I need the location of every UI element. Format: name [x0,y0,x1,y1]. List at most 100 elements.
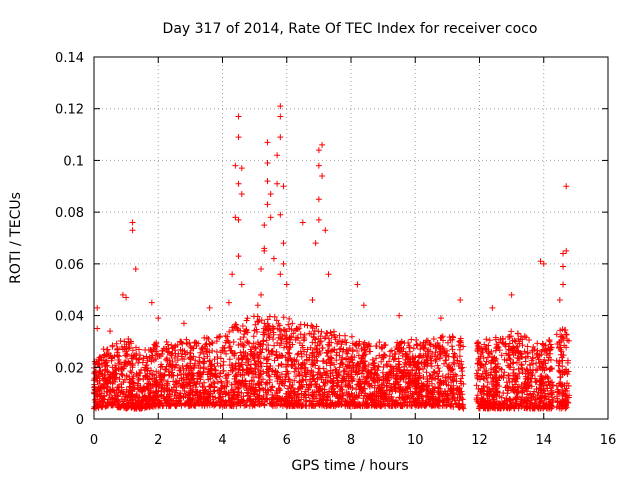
baseline-point [169,344,176,351]
baseline-point [275,362,282,369]
data-point [238,281,245,288]
baseline-point [140,355,147,362]
data-point [280,260,287,267]
data-point [563,183,570,190]
baseline-point [349,346,356,353]
baseline-point [100,381,107,388]
baseline-point [167,362,174,369]
data-point [261,222,268,229]
baseline-point [127,368,134,375]
baseline-point [114,349,121,356]
baseline-point [177,390,184,397]
baseline-point [430,336,437,343]
data-point [315,216,322,223]
baseline-point [435,342,442,349]
baseline-point [403,372,410,379]
baseline-point [230,338,237,345]
baseline-point [248,348,255,355]
baseline-point [102,357,109,364]
baseline-point [325,335,332,342]
data-point [180,320,187,327]
baseline-point [486,337,493,344]
baseline-point [218,379,225,386]
baseline-point [163,338,170,345]
baseline-point [501,369,508,376]
baseline-point [378,345,385,352]
baseline-point [456,346,463,353]
baseline-point [276,380,283,387]
baseline-point [152,388,159,395]
data-point [267,214,274,221]
baseline-point [255,355,262,362]
baseline-point [371,384,378,391]
baseline-point [554,388,561,395]
data-point [354,281,361,288]
baseline-point [405,354,412,361]
baseline-point [262,381,269,388]
baseline-point [334,377,341,384]
baseline-point [269,383,276,390]
data-point [148,299,155,306]
baseline-point [386,358,393,365]
data-point [264,139,271,146]
baseline-point [156,352,163,359]
baseline-point [371,360,378,367]
baseline-point [530,360,537,367]
baseline-point [449,346,456,353]
baseline-point [397,385,404,392]
x-tick-label: 0 [90,433,98,448]
baseline-point [515,365,522,372]
baseline-point [130,380,137,387]
data-point [319,172,326,179]
baseline-point [275,395,282,402]
baseline-point [261,320,268,327]
baseline-point [479,349,486,356]
baseline-point [378,358,385,365]
data-point [325,271,332,278]
data-point [560,281,567,288]
baseline-point [273,399,280,406]
baseline-point [320,365,327,372]
baseline-point [220,362,227,369]
baseline-point [507,360,514,367]
chart-title: Day 317 of 2014, Rate Of TEC Index for r… [163,21,538,37]
baseline-point [338,341,345,348]
baseline-point [237,336,244,343]
baseline-point [318,328,325,335]
baseline-point [289,361,296,368]
baseline-point [223,350,230,357]
baseline-point [288,333,295,340]
baseline-point [417,375,424,382]
baseline-point [524,343,531,350]
baseline-point [217,333,224,340]
baseline-point [267,362,274,369]
baseline-point [530,343,537,350]
baseline-point [428,363,435,370]
baseline-point [386,353,393,360]
baseline-point [459,396,466,403]
baseline-point [418,387,425,394]
baseline-point [217,349,224,356]
baseline-point [271,342,278,349]
baseline-point [137,352,144,359]
baseline-point [278,336,285,343]
data-point [360,302,367,309]
baseline-point [332,366,339,373]
data-point [206,304,213,311]
baseline-point [298,361,305,368]
baseline-point [526,337,533,344]
baseline-point [293,325,300,332]
baseline-point [303,351,310,358]
baseline-point [446,402,453,409]
x-tick-labels: 0 2 4 6 8 10 12 14 16 [90,433,616,448]
y-tick-label: 0.06 [55,258,84,273]
baseline-point [123,348,130,355]
baseline-point [332,334,339,341]
baseline-point [226,356,233,363]
baseline-point [200,365,207,372]
baseline-point [304,356,311,363]
baseline-point [142,364,149,371]
data-point [254,302,261,309]
data-point [280,183,287,190]
baseline-point [248,377,255,384]
